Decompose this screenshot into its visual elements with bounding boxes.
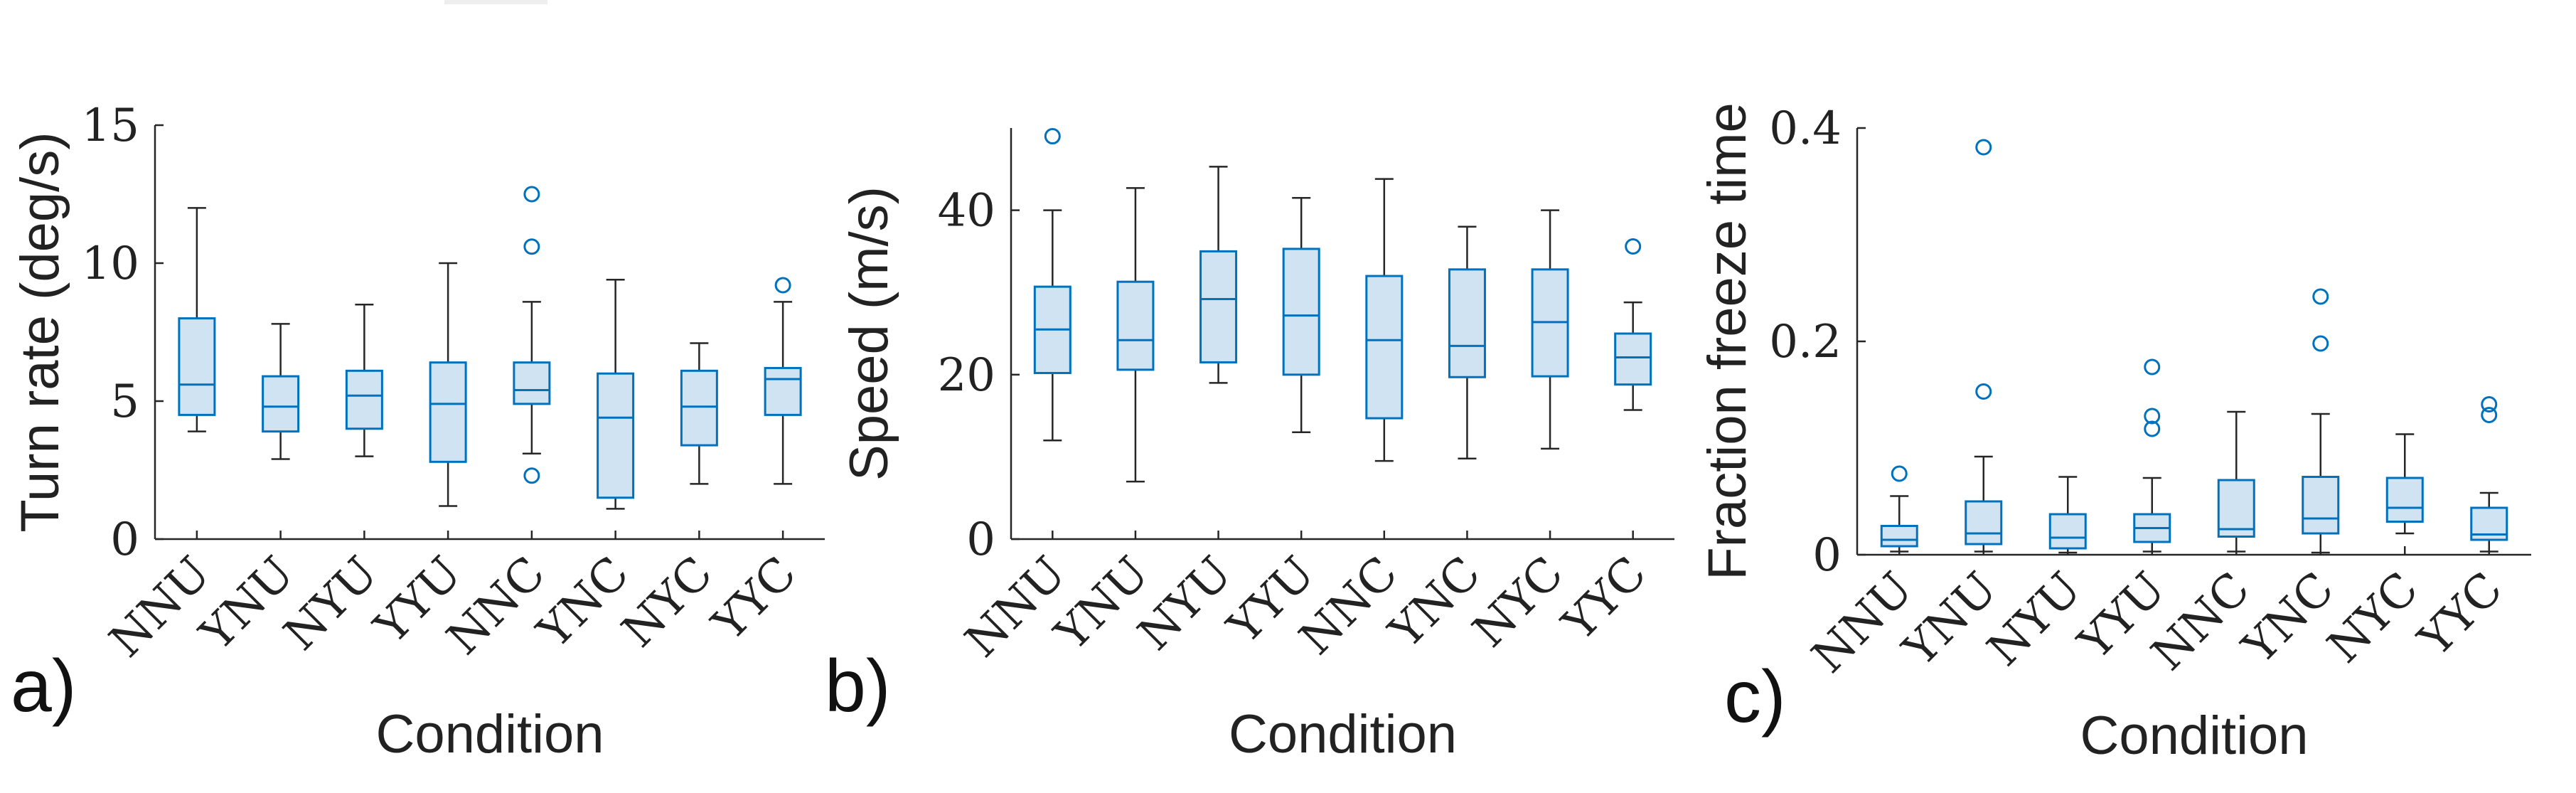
outlier-point: [1975, 383, 1992, 400]
box-iqr: [597, 372, 635, 499]
outlier-point: [774, 277, 791, 294]
box-iqr: [764, 366, 802, 416]
box-iqr: [1965, 500, 2003, 545]
outlier-point: [2481, 396, 2498, 413]
panel-label: c): [1724, 656, 1786, 738]
box-NNC: [1365, 178, 1404, 539]
y-tick-label: 20: [938, 349, 995, 402]
box-iqr: [2385, 477, 2424, 523]
box-iqr: [345, 369, 383, 430]
box-NYC: [2385, 433, 2424, 555]
x-axis-title: Condition: [1229, 704, 1457, 765]
box-iqr: [1614, 332, 1652, 386]
y-tick-label: 0.4: [1769, 102, 1842, 155]
outlier-point: [2312, 335, 2329, 352]
y-tick-label: 0: [1812, 529, 1842, 582]
box-YNU: [1116, 187, 1155, 539]
outlier-point: [2144, 358, 2161, 376]
box-NYC: [1531, 209, 1569, 539]
box-NYU: [1199, 166, 1238, 539]
box-iqr: [2302, 476, 2340, 535]
box-NNU: [1880, 465, 1918, 555]
box-NNU: [178, 207, 216, 539]
panel-label: a): [11, 645, 76, 728]
x-axis-title: Condition: [375, 704, 604, 765]
box-iqr: [1365, 275, 1404, 420]
outlier-point: [1891, 465, 1908, 482]
y-tick-label: 0: [110, 513, 139, 566]
outlier-point: [1975, 139, 1992, 156]
y-tick-label: 0.2: [1769, 316, 1842, 368]
x-axis-title: Condition: [2080, 706, 2308, 766]
box-iqr: [2048, 513, 2087, 550]
box-NYC: [680, 342, 718, 539]
y-tick-label: 5: [110, 376, 139, 428]
y-tick-label: 40: [938, 185, 995, 238]
box-iqr: [429, 361, 467, 463]
box-YYU: [1282, 197, 1320, 539]
box-YYC: [764, 277, 802, 539]
box-NYU: [2048, 476, 2087, 555]
panel-label: b): [825, 645, 890, 728]
box-YYU: [2133, 358, 2171, 555]
outlier-point: [523, 186, 540, 203]
y-axis-title: Turn rate (deg/s): [10, 132, 70, 532]
y-axis-title: Fraction freeze time: [1697, 102, 1758, 580]
outlier-point: [523, 467, 540, 484]
outlier-point: [1625, 238, 1642, 255]
box-iqr: [1880, 525, 1918, 548]
box-iqr: [680, 369, 718, 447]
box-YNC: [1448, 225, 1486, 539]
outlier-point: [2144, 408, 2161, 425]
outlier-point: [1044, 128, 1061, 145]
box-NNC: [2217, 410, 2255, 555]
box-iqr: [2217, 479, 2255, 538]
box-YYC: [2470, 396, 2508, 555]
y-tick-label: 0: [966, 513, 995, 566]
box-YYC: [1614, 238, 1652, 539]
box-YYU: [429, 262, 467, 539]
box-YNC: [2302, 288, 2340, 555]
box-YNU: [1965, 139, 2003, 555]
box-iqr: [513, 361, 551, 405]
box-YNC: [597, 279, 635, 539]
outlier-point: [2481, 407, 2498, 423]
box-NNC: [513, 186, 551, 539]
y-axis-title: Speed (m/s): [839, 186, 899, 481]
box-NNU: [1033, 128, 1071, 539]
outlier-point: [523, 238, 540, 255]
box-YNU: [262, 323, 300, 539]
box-NYU: [345, 303, 383, 539]
box-iqr: [178, 317, 216, 416]
box-iqr: [1282, 248, 1320, 376]
box-iqr: [1448, 268, 1486, 378]
box-iqr: [262, 375, 300, 433]
outlier-point: [2312, 288, 2329, 305]
toolbar-remnant: [444, 0, 547, 4]
y-tick-label: 15: [82, 100, 139, 152]
outlier-point: [2144, 420, 2161, 437]
box-iqr: [1116, 280, 1155, 371]
box-iqr: [1199, 250, 1238, 363]
y-tick-label: 10: [82, 238, 139, 290]
